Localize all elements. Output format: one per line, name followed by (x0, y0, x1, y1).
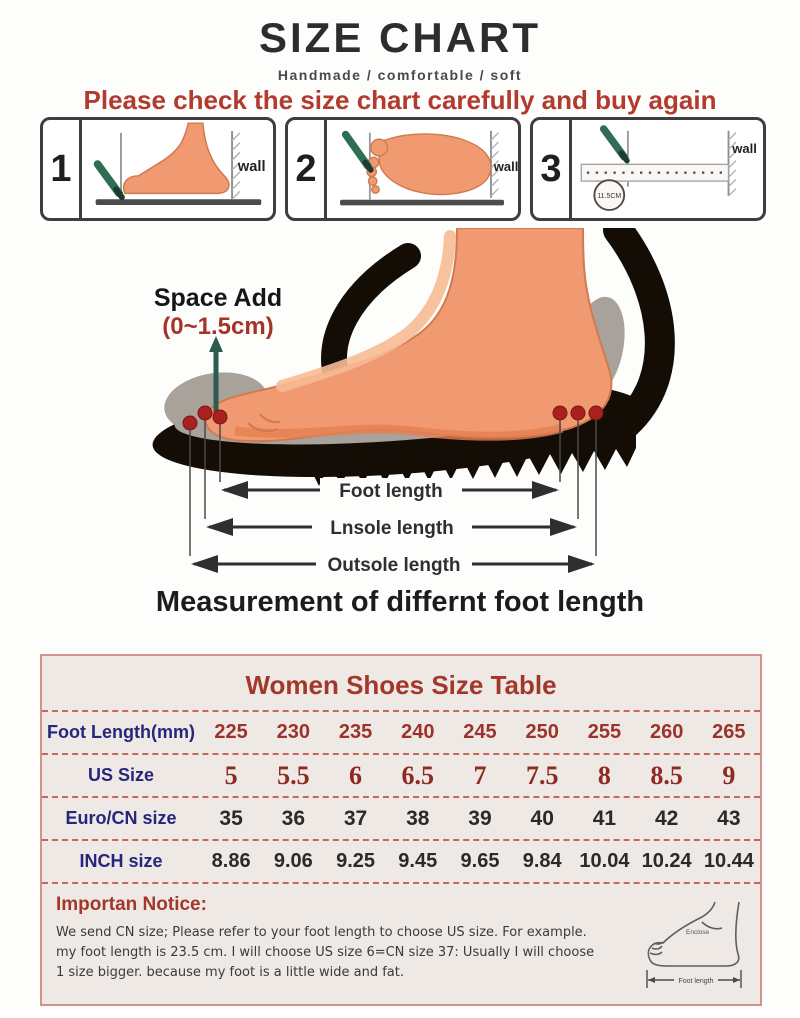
measured-length-label: 11.5CM (597, 193, 621, 200)
size-value: 7.5 (525, 760, 559, 790)
step-panel-2: 2 wall (285, 117, 521, 221)
space-add-label: Space Add (154, 284, 282, 312)
size-value: 230 (276, 721, 311, 743)
size-value: 9.45 (398, 850, 438, 872)
page-title: SIZE CHART (259, 14, 541, 61)
notice-text: We send CN size; Please refer to your fo… (56, 923, 661, 983)
size-value: 6.5 (401, 760, 435, 790)
foot-shape (366, 133, 492, 196)
size-value: 9.06 (273, 850, 313, 872)
notice-line: We send CN size; Please refer to your fo… (56, 925, 587, 940)
size-value: 8.86 (211, 850, 251, 872)
foot-length-label: Foot length (339, 481, 442, 502)
measure-guide-lines (189, 420, 597, 556)
size-value: 9.84 (522, 850, 562, 872)
size-value: 8 (597, 760, 611, 790)
size-value: 235 (338, 721, 373, 743)
size-value: 225 (214, 721, 248, 743)
notice-title: Importan Notice: (56, 894, 207, 915)
size-value: 41 (592, 806, 617, 830)
size-value: 245 (463, 721, 497, 743)
row-label: Euro/CN size (65, 808, 177, 828)
foot-side-view-icon: wall (93, 122, 266, 206)
size-value: 39 (468, 806, 492, 830)
sketch-upper-label: Enclose (686, 929, 710, 936)
size-value: 35 (219, 806, 243, 830)
size-table-block: Women Shoes Size Table Foot Length(mm) 2… (40, 654, 762, 1006)
table-row-euro-cn-size: Euro/CN size 35 36 37 38 39 40 41 42 43 (42, 796, 760, 839)
measure-steps-row: 1 wall 2 (40, 117, 766, 221)
step-panel-3: 3 11.5CM wall (530, 117, 766, 221)
table-row-inch-size: INCH size 8.86 9.06 9.25 9.45 9.65 9.84 … (42, 839, 760, 882)
ruler-measure-icon: 11.5CM wall (580, 125, 757, 211)
size-value: 5.5 (277, 760, 310, 790)
sketch-foot-length-label: Foot length (678, 978, 713, 985)
size-value: 250 (525, 721, 559, 743)
foot-measurement-diagram: Space Add (0~1.5cm) Foot length Lnsole l… (152, 228, 675, 576)
size-value: 6 (349, 760, 363, 790)
row-label: Foot Length(mm) (47, 722, 195, 742)
size-value: 43 (717, 806, 741, 830)
size-value: 8.5 (650, 760, 683, 790)
page-subtitle: Handmade / comfortable / soft (277, 67, 523, 83)
warning-text: Please check the size chart carefully an… (83, 85, 717, 115)
row-label: US Size (87, 765, 155, 785)
size-value: 38 (406, 806, 430, 830)
size-value: 9.65 (460, 850, 500, 872)
diagram-caption: Measurement of differnt foot length (155, 586, 645, 618)
wall-label: wall (237, 159, 266, 175)
size-value: 255 (587, 721, 622, 743)
foot-sketch-icon: Enclose Foot length (646, 902, 742, 988)
size-value: 260 (649, 721, 684, 743)
size-value: 40 (530, 806, 554, 830)
size-value: 9 (722, 760, 736, 790)
notice-section: Importan Notice: We send CN size; Please… (42, 882, 760, 1010)
step-number: 3 (533, 120, 572, 218)
size-value: 10.24 (641, 850, 692, 872)
notice-line: 1 size bigger. because my foot is a litt… (56, 965, 404, 981)
size-value: 10.04 (579, 850, 630, 872)
measure-dots (182, 405, 604, 431)
row-label: INCH size (79, 851, 163, 871)
space-add-arrow-icon (209, 336, 223, 414)
table-row-us-size: US Size 5 5.5 6 6.5 7 7.5 8 8.5 9 (42, 753, 760, 796)
size-value: 7 (473, 760, 487, 790)
size-value: 10.44 (703, 850, 754, 872)
notice-line: my foot length is 23.5 cm. I will choose… (56, 945, 595, 961)
step-number: 2 (288, 120, 327, 218)
size-value: 36 (281, 806, 305, 830)
size-table-title: Women Shoes Size Table (245, 670, 557, 700)
size-value: 240 (401, 721, 435, 743)
wall-label: wall (493, 159, 518, 174)
space-add-range: (0~1.5cm) (162, 313, 273, 340)
table-row-foot-length: Foot Length(mm) 225 230 235 240 245 250 … (42, 710, 760, 753)
foot-shape (122, 122, 230, 195)
size-value: 42 (654, 806, 679, 830)
wall-label: wall (731, 141, 757, 156)
size-value: 5 (224, 760, 238, 790)
foot-illustration (204, 228, 613, 443)
outsole-length-label: Outsole length (328, 555, 461, 576)
foot-top-view-icon: wall (340, 130, 518, 206)
insole-length-label: Lnsole length (330, 518, 454, 539)
size-value: 265 (712, 721, 746, 743)
step-number: 1 (43, 120, 82, 218)
size-value: 37 (343, 806, 368, 830)
size-value: 9.25 (336, 850, 376, 872)
step-panel-1: 1 wall (40, 117, 276, 221)
